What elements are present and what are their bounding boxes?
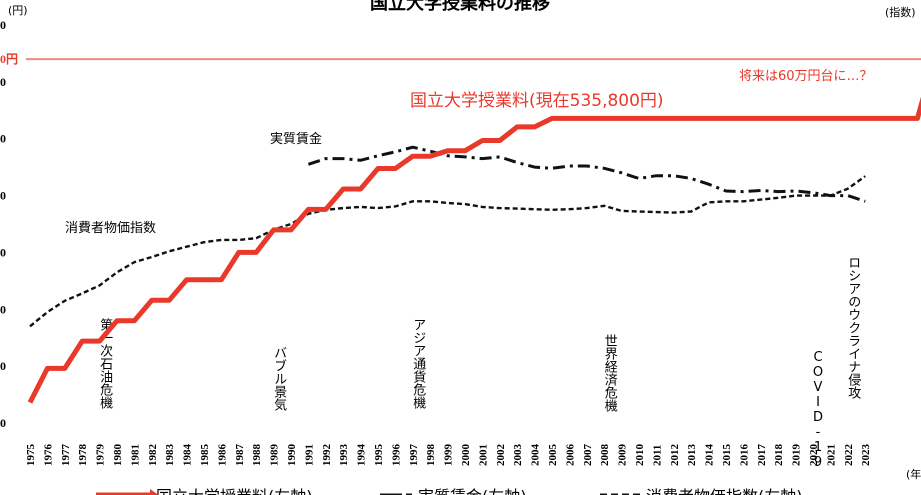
x-tick-label: 2013	[686, 444, 698, 467]
x-tick-label: 1977	[60, 444, 72, 467]
x-tick-label: 2004	[530, 444, 542, 467]
event-annotation: バブル景気	[271, 346, 287, 412]
event-annotation: 世界経済危機	[602, 334, 618, 412]
x-tick-label: 1975	[25, 444, 37, 467]
x-tick-label: 1992	[321, 444, 333, 467]
x-tick-label: 2019	[791, 444, 803, 467]
reference-line-label: 0円	[0, 52, 18, 66]
legend-label-0: 国立大学授業料(左軸)	[156, 487, 313, 495]
x-axis-unit: (年)	[906, 467, 921, 481]
x-tick-label: 1981	[129, 444, 141, 466]
y-tick-label: 0	[0, 416, 6, 430]
x-tick-label: 2008	[599, 444, 611, 467]
legend-label-1: 実質賃金(左軸)	[418, 487, 527, 495]
x-tick-label: 2002	[495, 444, 507, 467]
legend-label-2: 消費者物価指数(左軸)	[646, 487, 803, 495]
left-axis-unit: (円)	[8, 4, 28, 17]
chart-title: 国立大学授業料の推移	[370, 0, 550, 14]
x-tick-label: 1995	[373, 444, 385, 467]
event-annotations: 第一次石油危機 バブル景気 アジア通貨危機 世界経済危機 COVID-19ロシアのウクラ…	[97, 256, 861, 470]
x-tick-label: 2023	[860, 444, 872, 467]
x-tick-label: 1999	[443, 444, 455, 467]
series-label-0: 国立大学授業料(現在535,800円)	[410, 91, 664, 111]
x-tick-label: 2017	[756, 444, 768, 467]
right-axis-unit: (指数)	[885, 5, 916, 19]
series-group	[27, 96, 921, 404]
x-tick-label: 1982	[147, 444, 159, 467]
x-tick-label: 2009	[617, 444, 629, 467]
x-tick-label: 2011	[651, 445, 663, 466]
x-tick-label: 1980	[112, 444, 124, 467]
x-tick-label: 2016	[738, 444, 750, 467]
series-line-0	[27, 96, 921, 404]
x-tick-label: 2005	[547, 444, 559, 467]
y-tick-label: 0	[0, 302, 6, 316]
series-line-1	[307, 145, 866, 203]
x-tick-label: 1987	[234, 444, 246, 467]
x-tick-label: 1979	[95, 444, 107, 467]
x-tick-label: 1991	[303, 444, 315, 466]
x-tick-label: 1990	[286, 444, 298, 467]
y-tick-label: 0	[0, 359, 6, 373]
x-axis-ticks: 1975 1976 1977 1978 1979 1980 1981 1982 1983 1984…	[25, 444, 872, 467]
x-tick-label: 2018	[773, 444, 785, 467]
y-tick-label: 0	[0, 245, 6, 259]
y-axis-ticks: 0 0 0 0 0 0 0 0	[0, 18, 6, 430]
x-tick-label: 2006	[564, 444, 576, 467]
x-tick-label: 1994	[356, 444, 368, 467]
series-line-2	[29, 175, 866, 328]
legend: 国立大学授業料(左軸) 実質賃金(左軸) 消費者物価指数(左軸)	[96, 487, 803, 495]
legend-arrow	[150, 489, 159, 495]
x-tick-label: 2020	[808, 444, 820, 467]
x-tick-label: 2015	[721, 444, 733, 467]
x-tick-label: 1984	[182, 444, 194, 467]
future-note: 将来は60万円台に…？	[739, 69, 873, 84]
event-annotation: アジア通貨危機	[410, 318, 426, 409]
x-tick-label: 1985	[199, 444, 211, 467]
x-tick-label: 1996	[390, 444, 402, 467]
x-tick-label: 2000	[460, 444, 472, 467]
y-tick-label: 0	[0, 189, 6, 203]
x-tick-label: 1986	[216, 444, 228, 467]
x-tick-label: 2022	[843, 444, 855, 467]
x-tick-label: 1978	[77, 444, 89, 467]
x-tick-label: 1993	[338, 444, 350, 467]
x-tick-label: 1988	[251, 444, 263, 467]
x-tick-label: 2003	[512, 444, 524, 467]
x-tick-label: 2014	[704, 444, 716, 467]
x-tick-label: 2001	[477, 444, 489, 466]
y-tick-label: 0	[0, 132, 6, 146]
x-tick-label: 1983	[164, 444, 176, 467]
plot-area: 0円	[0, 52, 921, 66]
x-tick-label: 2021	[825, 444, 837, 466]
event-annotation: ロシアのウクライナ侵攻	[845, 256, 861, 399]
y-tick-label: 0	[0, 18, 6, 32]
y-tick-label: 0	[0, 75, 6, 89]
x-tick-label: 2012	[669, 444, 681, 467]
x-tick-label: 1997	[408, 444, 420, 467]
x-tick-label: 1989	[269, 444, 281, 467]
x-tick-label: 1976	[42, 444, 54, 467]
x-tick-label: 1998	[425, 444, 437, 467]
series-label-2: 消費者物価指数	[65, 221, 156, 236]
x-tick-label: 2007	[582, 444, 594, 467]
x-tick-label: 2010	[634, 444, 646, 467]
event-annotation: COVID-19	[811, 350, 826, 470]
series-label-1: 実質賃金	[270, 131, 322, 147]
